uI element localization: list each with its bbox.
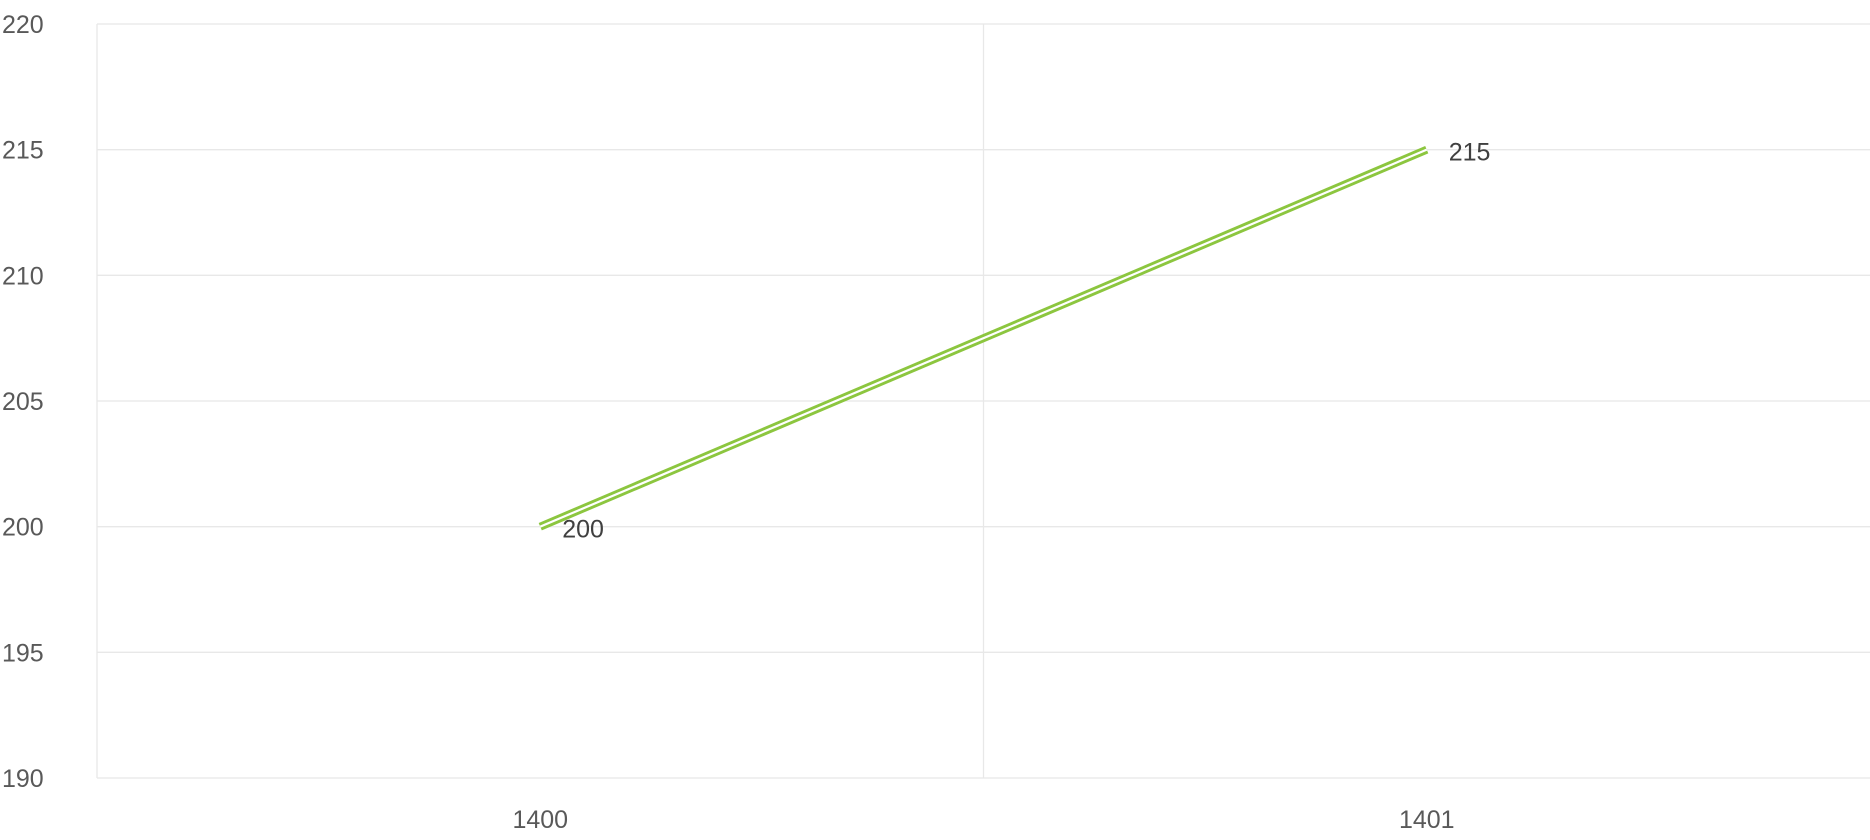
data-labels: 200 215 [562,139,1490,544]
data-label: 200 [562,516,604,544]
data-label: 215 [1449,139,1491,167]
y-tick-label: 220 [2,11,44,39]
y-tick-label: 205 [2,388,44,416]
x-tick-label: 1401 [1399,806,1455,834]
y-tick-label: 200 [2,514,44,542]
axes: 190 195 200 205 210 215 220 1400 1401 [2,11,1455,834]
y-tick-label: 195 [2,639,44,667]
y-tick-label: 210 [2,262,44,290]
series-line-inner-gap [539,148,1428,528]
x-tick-label: 1400 [512,806,568,834]
y-tick-label: 190 [2,765,44,793]
series-layer [538,145,1429,531]
y-tick-label: 215 [2,137,44,165]
gridlines [96,23,1870,779]
